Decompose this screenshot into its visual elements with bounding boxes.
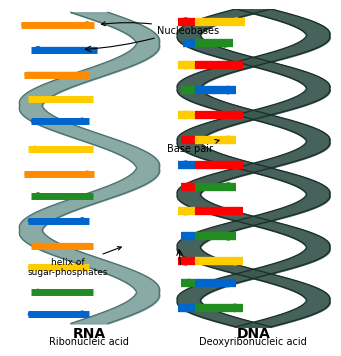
Text: Ribonucleic acid: Ribonucleic acid (49, 337, 129, 347)
Text: Deoxyribonucleic acid: Deoxyribonucleic acid (199, 337, 307, 347)
Text: DNA: DNA (236, 327, 270, 341)
Text: RNA: RNA (73, 327, 106, 341)
Text: helix of
sugar-phosphates: helix of sugar-phosphates (27, 247, 121, 277)
Text: Nucleobases: Nucleobases (101, 22, 219, 36)
Text: Base pair: Base pair (167, 140, 219, 154)
